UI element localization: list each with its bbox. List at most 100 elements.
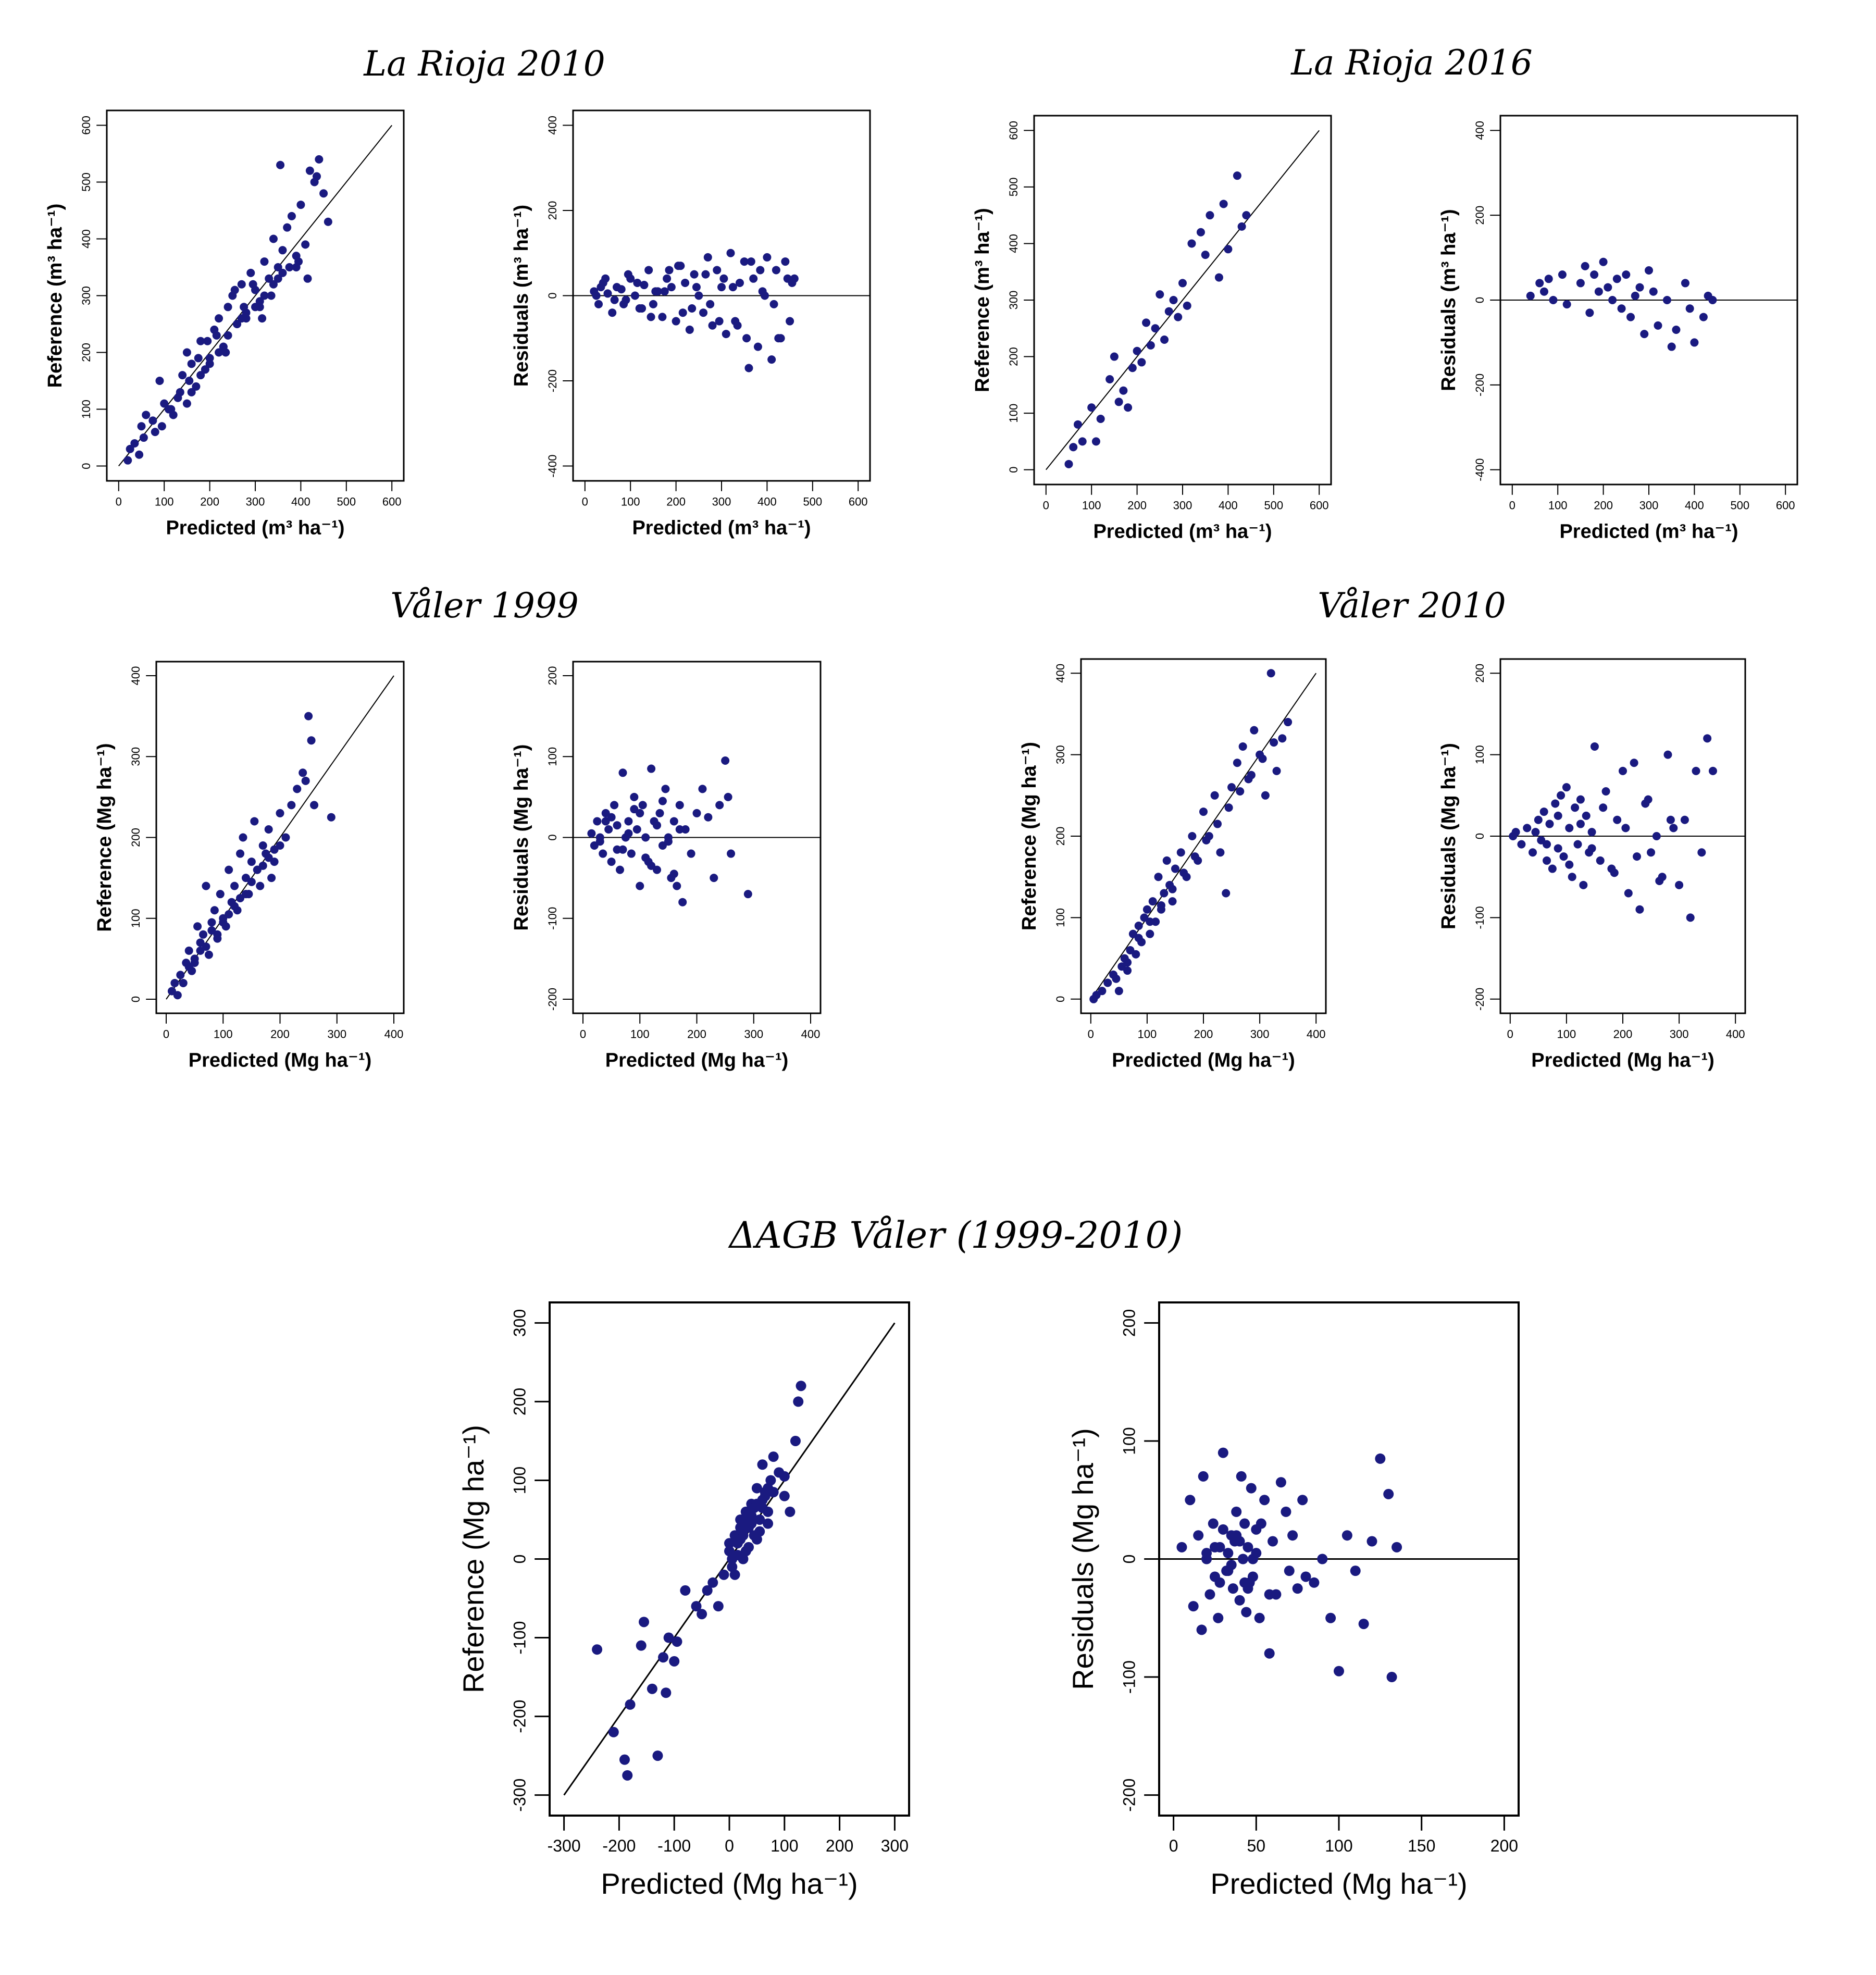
data-point (1146, 917, 1154, 926)
data-point (236, 849, 245, 858)
data-point (216, 890, 225, 899)
title-la-rioja-2010: La Rioja 2010 (363, 44, 605, 84)
data-point (1178, 279, 1187, 288)
data-point (265, 274, 274, 283)
data-point (287, 212, 296, 220)
data-point (1264, 1648, 1275, 1659)
data-point (1672, 325, 1681, 334)
data-point (1610, 868, 1619, 877)
data-point (1309, 1577, 1320, 1588)
data-point (638, 304, 647, 313)
data-point (701, 270, 710, 279)
y-axis-label: Reference (Mg ha⁻¹) (94, 743, 116, 931)
y-tick-label: 0 (1054, 996, 1067, 1002)
data-point (647, 764, 656, 773)
data-point (1635, 283, 1644, 292)
data-point (142, 411, 151, 419)
data-point (285, 263, 294, 271)
data-point (1539, 808, 1548, 816)
data-point (1188, 1601, 1199, 1612)
data-point (669, 817, 678, 826)
data-point (176, 971, 185, 979)
data-point (1334, 1666, 1344, 1676)
data-point (1162, 856, 1171, 865)
data-point (1196, 228, 1205, 237)
x-tick-label: 300 (1670, 1027, 1689, 1040)
data-point (673, 881, 681, 890)
x-tick-label: 100 (1325, 1836, 1352, 1855)
data-point (717, 283, 726, 292)
y-tick-label: -100 (1473, 906, 1486, 929)
panel-larioja2010-ref: 0 100 200 300 400 500 600 0 100 200 300 400 500 600 Pr… (44, 109, 405, 539)
data-point (215, 314, 223, 323)
data-point (293, 785, 302, 793)
data-point (724, 1538, 735, 1549)
data-point (708, 321, 717, 330)
data-point (1375, 1453, 1386, 1464)
data-point (221, 348, 230, 357)
data-point (1631, 291, 1639, 300)
data-point (1156, 290, 1164, 299)
x-tick-label: 100 (771, 1836, 798, 1855)
data-point (719, 274, 728, 283)
data-point (1523, 824, 1532, 833)
data-point (728, 283, 737, 292)
data-point (1708, 766, 1717, 775)
y-tick-label: -200 (546, 369, 559, 392)
data-point (757, 1459, 768, 1470)
x-tick-label: 200 (1127, 499, 1147, 512)
data-point (307, 736, 316, 745)
data-point (1626, 313, 1635, 321)
y-tick-label: 600 (80, 116, 93, 135)
data-point (601, 274, 610, 283)
data-point (1233, 171, 1241, 180)
data-point (1699, 313, 1708, 321)
data-point (1654, 321, 1662, 330)
data-point (1123, 966, 1132, 975)
data-point (1565, 860, 1574, 869)
data-point (1183, 301, 1191, 310)
data-point (655, 809, 664, 817)
data-point (1208, 1518, 1219, 1529)
y-axis-label: Residuals (m³ ha⁻¹) (511, 205, 532, 387)
data-point (707, 1577, 718, 1588)
data-point (1708, 296, 1717, 304)
data-point (632, 825, 641, 834)
data-point (187, 388, 196, 396)
data-point (1685, 304, 1694, 313)
data-point (735, 1534, 746, 1545)
data-point (190, 959, 199, 967)
data-point (260, 257, 269, 266)
data-point (1231, 1506, 1242, 1517)
data-point (756, 266, 765, 275)
data-point (724, 1546, 735, 1557)
data-point (751, 1483, 762, 1494)
x-tick-label: 200 (200, 495, 219, 508)
data-point (1624, 889, 1633, 898)
data-point (258, 841, 267, 850)
data-point (742, 334, 751, 343)
x-tick-label: 300 (246, 495, 265, 508)
data-point (625, 1699, 636, 1710)
data-point (1535, 279, 1544, 288)
data-point (765, 1475, 776, 1486)
y-tick-label: 200 (546, 201, 559, 220)
data-point (223, 303, 232, 312)
data-point (1213, 1612, 1224, 1623)
data-point (663, 274, 672, 283)
data-point (199, 930, 208, 939)
data-point (1216, 848, 1225, 857)
x-tick-label: 100 (155, 495, 174, 508)
data-point (1281, 1506, 1291, 1517)
data-point (1239, 1577, 1250, 1588)
data-point (225, 865, 233, 874)
data-point (267, 874, 276, 883)
data-point (594, 300, 603, 308)
data-point (1576, 819, 1585, 828)
data-point (740, 257, 749, 266)
panel-larioja2016-ref: 0 100 200 300 400 500 600 0 100 200 300 400 500 600 Pr… (972, 115, 1332, 542)
data-point (638, 801, 647, 810)
data-point (713, 266, 722, 275)
data-point (1171, 864, 1179, 873)
